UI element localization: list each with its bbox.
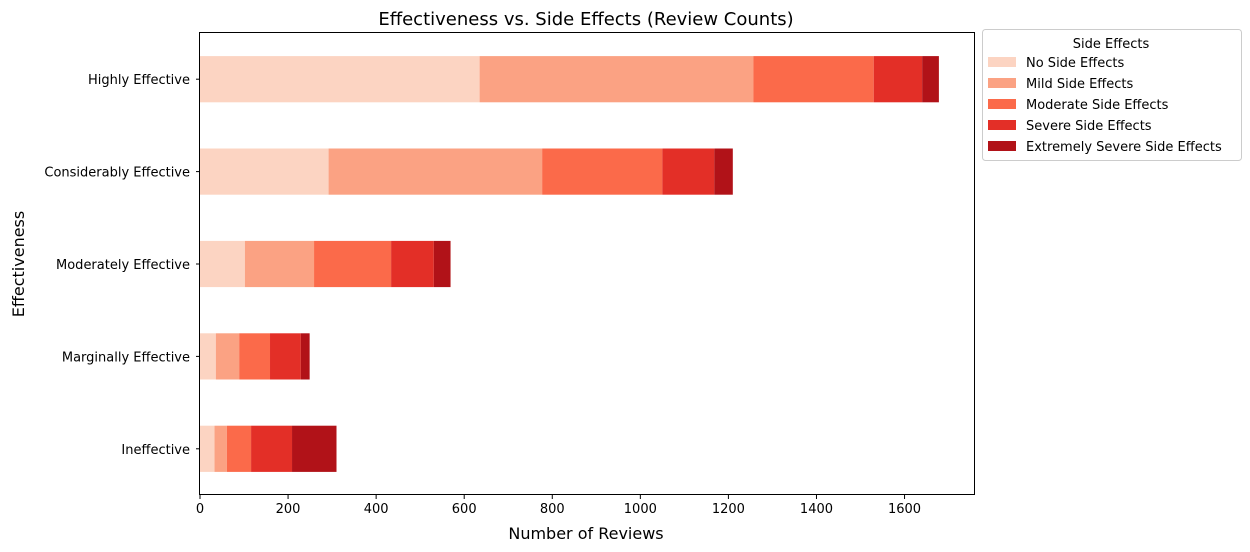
legend-label: No Side Effects — [1026, 56, 1124, 71]
legend-swatch — [988, 99, 1016, 109]
y-tick-label: Marginally Effective — [62, 350, 190, 365]
x-tick-label: 600 — [452, 502, 477, 517]
bar-segment — [251, 425, 293, 472]
legend-box — [982, 29, 1242, 161]
y-axis-title: Effectiveness — [9, 211, 28, 317]
bars-group — [200, 56, 939, 472]
bar-segment — [662, 148, 715, 195]
bar-segment — [300, 333, 310, 380]
bar-segment — [200, 333, 216, 380]
legend-label: Moderate Side Effects — [1026, 98, 1169, 113]
bar-segment — [200, 148, 329, 195]
legend-label: Extremely Severe Side Effects — [1026, 140, 1222, 155]
bar-segment — [479, 56, 754, 103]
bar-segment — [753, 56, 874, 103]
legend-items: No Side Effects Mild Side Effects Moderate… — [988, 56, 1222, 155]
bar-segment — [433, 240, 451, 288]
legend-label: Severe Side Effects — [1026, 119, 1152, 134]
x-tick-label: 1000 — [624, 502, 657, 517]
bar-segment — [200, 425, 215, 472]
bar-segment — [873, 56, 923, 103]
legend-swatch — [988, 78, 1016, 88]
bar-segment — [542, 148, 663, 195]
bar-segment — [214, 425, 227, 472]
legend-swatch — [988, 141, 1016, 151]
bar-segment — [244, 240, 315, 288]
bar-segment — [200, 240, 245, 288]
y-axis-ticks: Highly Effective Considerably Effective Mo… — [44, 73, 200, 458]
legend-label: Mild Side Effects — [1026, 77, 1133, 92]
x-tick-label: 1200 — [712, 502, 745, 517]
x-tick-label: 800 — [540, 502, 565, 517]
bar-segment — [328, 148, 543, 195]
x-tick-label: 0 — [196, 502, 204, 517]
x-tick-label: 200 — [276, 502, 301, 517]
bar-segment — [270, 333, 301, 380]
bar-segment — [200, 56, 480, 103]
bar-segment — [239, 333, 271, 380]
x-tick-label: 400 — [364, 502, 389, 517]
y-tick-label: Moderately Effective — [56, 258, 190, 273]
bar-segment — [922, 56, 939, 103]
x-tick-label: 1400 — [800, 502, 833, 517]
bar-segment — [714, 148, 733, 195]
bar-segment — [226, 425, 252, 472]
bar-segment — [292, 425, 337, 472]
y-tick-label: Highly Effective — [88, 73, 190, 88]
x-axis-title: Number of Reviews — [508, 524, 663, 543]
bar-segment — [314, 240, 392, 288]
legend-title: Side Effects — [1073, 37, 1150, 52]
bar-segment — [215, 333, 240, 380]
legend-swatch — [988, 120, 1016, 130]
y-tick-label: Considerably Effective — [44, 166, 190, 181]
y-tick-label: Ineffective — [121, 443, 190, 458]
bar-segment — [391, 240, 434, 288]
chart-title: Effectiveness vs. Side Effects (Review C… — [378, 9, 793, 30]
x-tick-label: 1600 — [888, 502, 921, 517]
legend: Side Effects No Side Effects Mild Side Ef… — [982, 29, 1242, 161]
legend-swatch — [988, 57, 1016, 67]
x-axis-ticks: 0 200 400 600 800 1000 1200 1400 1600 — [196, 495, 921, 517]
